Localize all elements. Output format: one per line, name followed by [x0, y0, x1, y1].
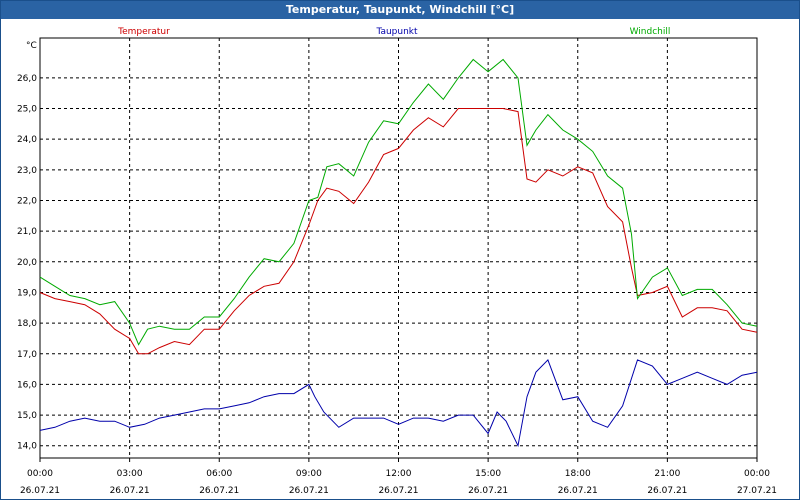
x-tick-time-label: 09:00: [296, 469, 322, 479]
x-tick-date-label: 27.07.21: [737, 486, 777, 496]
legend-temperatur: Temperatur: [117, 27, 170, 37]
legend-taupunkt: Taupunkt: [375, 27, 418, 37]
y-tick-label: 22,0: [17, 196, 37, 206]
y-tick-label: 19,0: [17, 288, 37, 298]
y-tick-label: 21,0: [17, 227, 37, 237]
x-tick-date-label: 26.07.21: [110, 486, 150, 496]
y-tick-label: 18,0: [17, 319, 37, 329]
x-tick-date-label: 26.07.21: [647, 486, 687, 496]
y-tick-label: 15,0: [17, 411, 37, 421]
y-tick-label: 20,0: [17, 258, 37, 268]
y-tick-label: 24,0: [17, 135, 37, 145]
x-tick-time-label: 15:00: [475, 469, 501, 479]
y-tick-label: 16,0: [17, 380, 37, 390]
x-tick-time-label: 00:00: [27, 469, 53, 479]
y-tick-label: 23,0: [17, 166, 37, 176]
x-tick-time-label: 06:00: [206, 469, 232, 479]
y-tick-label: 17,0: [17, 350, 37, 360]
x-tick-time-label: 03:00: [117, 469, 143, 479]
series-line-temperatur: [39, 108, 758, 355]
x-tick-time-label: 18:00: [565, 469, 591, 479]
x-tick-time-label: 21:00: [654, 469, 680, 479]
x-tick-date-label: 26.07.21: [558, 486, 598, 496]
x-tick-date-label: 26.07.21: [199, 486, 239, 496]
y-tick-label: 14,0: [17, 442, 37, 452]
y-tick-label: 26,0: [17, 74, 37, 84]
x-tick-time-label: 00:00: [744, 469, 770, 479]
legend-windchill: Windchill: [630, 27, 671, 37]
x-tick-date-label: 26.07.21: [20, 486, 60, 496]
x-tick-time-label: 12:00: [386, 469, 412, 479]
window-title: Temperatur, Taupunkt, Windchill [°C]: [1, 1, 799, 19]
y-tick-label: 25,0: [17, 105, 37, 115]
series-line-taupunkt: [39, 358, 758, 448]
x-tick-date-label: 26.07.21: [289, 486, 329, 496]
x-tick-date-label: 26.07.21: [378, 486, 418, 496]
y-axis-unit-label: °C: [26, 41, 37, 51]
x-tick-date-label: 26.07.21: [468, 486, 508, 496]
series-line-windchill: [39, 58, 758, 346]
